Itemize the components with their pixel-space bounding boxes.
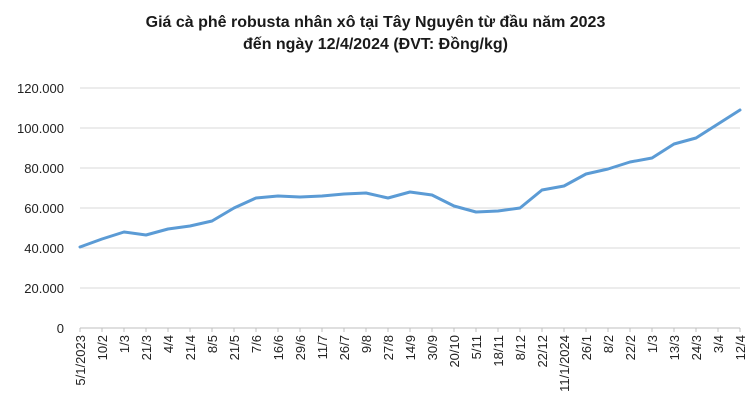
x-tick-label: 18/11 bbox=[491, 335, 506, 367]
chart-title-line-1: Giá cà phê robusta nhân xô tại Tây Nguyê… bbox=[145, 14, 606, 31]
chart-title-line-2: đến ngày 12/4/2024 (ĐVT: Đồng/kg) bbox=[243, 36, 508, 53]
x-tick-label: 12/4 bbox=[733, 335, 748, 360]
x-tick-label: 26/7 bbox=[337, 335, 352, 360]
x-tick-label: 8/2 bbox=[601, 335, 616, 353]
series-line bbox=[78, 108, 742, 249]
y-tick-label: 80.000 bbox=[24, 161, 64, 176]
x-axis-tick-marks bbox=[79, 328, 741, 332]
x-tick-label: 14/9 bbox=[403, 335, 418, 360]
x-tick-label: 8/5 bbox=[205, 335, 220, 353]
x-tick-label: 11/1/2024 bbox=[557, 335, 572, 392]
x-tick-label: 22/12 bbox=[535, 335, 550, 368]
y-tick-label: 40.000 bbox=[24, 241, 64, 256]
x-tick-label: 11/7 bbox=[315, 335, 330, 359]
x-tick-label: 27/8 bbox=[381, 335, 396, 360]
x-tick-label: 4/4 bbox=[161, 335, 176, 353]
x-tick-label: 21/4 bbox=[183, 335, 198, 360]
x-tick-label: 21/3 bbox=[139, 335, 154, 360]
x-tick-label: 7/6 bbox=[249, 335, 264, 353]
x-tick-label: 1/3 bbox=[117, 335, 132, 353]
x-tick-label: 10/2 bbox=[95, 335, 110, 360]
x-tick-label: 5/11 bbox=[469, 335, 484, 359]
x-tick-label: 21/5 bbox=[227, 335, 242, 360]
x-tick-label: 26/1 bbox=[579, 335, 594, 360]
x-tick-label: 3/4 bbox=[711, 335, 726, 353]
x-tick-label: 22/2 bbox=[623, 335, 638, 360]
chart-title: Giá cà phê robusta nhân xô tại Tây Nguyê… bbox=[0, 12, 751, 56]
x-tick-label: 13/3 bbox=[667, 335, 682, 360]
x-tick-label: 29/6 bbox=[293, 335, 308, 360]
x-tick-label: 20/10 bbox=[447, 335, 462, 368]
x-tick-label: 5/1/2023 bbox=[73, 335, 88, 386]
x-tick-label: 30/9 bbox=[425, 335, 440, 360]
y-tick-label: 60.000 bbox=[24, 201, 64, 216]
x-tick-label: 9/8 bbox=[359, 335, 374, 353]
x-tick-label: 24/3 bbox=[689, 335, 704, 360]
gridlines bbox=[80, 87, 740, 289]
x-tick-label: 8/12 bbox=[513, 335, 528, 360]
y-tick-label: 120.000 bbox=[17, 81, 64, 96]
x-axis: 5/1/2023 10/2 1/3 21/3 4/4 21/4 8/5 21/5 7/6 16/6… bbox=[73, 335, 748, 392]
y-tick-label: 20.000 bbox=[24, 281, 64, 296]
x-tick-label: 16/6 bbox=[271, 335, 286, 360]
x-tick-label: 1/3 bbox=[645, 335, 660, 353]
y-axis: 0 20.000 40.000 60.000 80.000 100.000 120.000 bbox=[17, 81, 64, 336]
y-tick-label: 100.000 bbox=[17, 121, 64, 136]
y-tick-label: 0 bbox=[57, 321, 64, 336]
